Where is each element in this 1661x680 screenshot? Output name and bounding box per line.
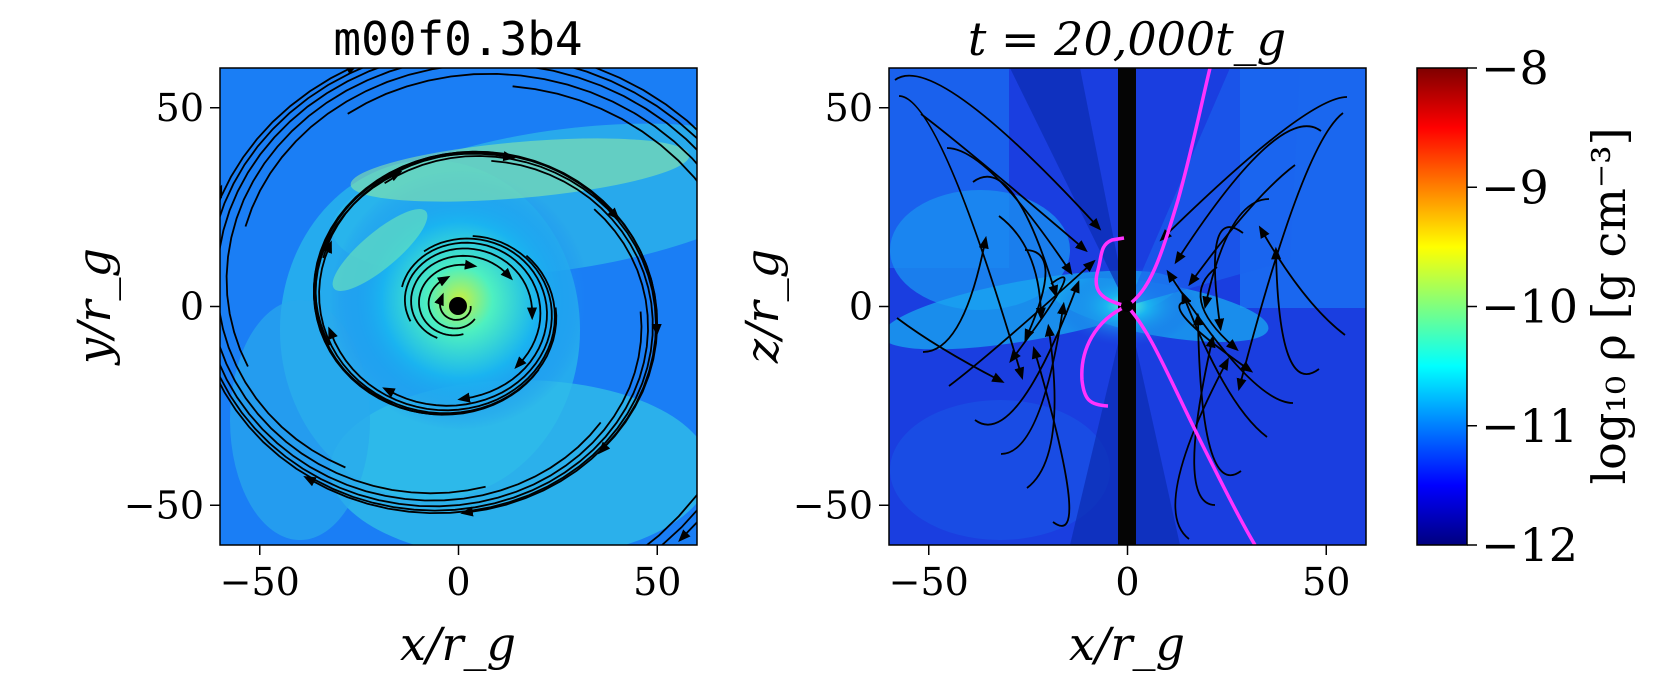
streamline — [418, 259, 478, 337]
streamline — [974, 280, 1080, 426]
panel-title-1: m00f0.3b4 — [333, 12, 582, 66]
streamline — [1024, 249, 1047, 342]
colorbar-tick-label: −12 — [1481, 518, 1578, 572]
colorbar-ticks: −8 −9 −10 −11 −12 — [1467, 41, 1578, 572]
streamline — [347, 72, 697, 545]
streamline — [922, 235, 989, 353]
colorbar-label: log₁₀ ρ [g cm⁻³] — [1582, 127, 1636, 484]
streamline — [427, 275, 476, 330]
panel-title-2: t = 20,000t_g — [968, 12, 1286, 66]
streamline — [318, 240, 558, 415]
y-tick-label: 50 — [825, 86, 873, 130]
panel-2: −50 0 50 −50 0 50 t = 20,000t_g x/r_g z/r_g — [735, 12, 1367, 671]
streamline — [1031, 345, 1071, 527]
streamline — [225, 68, 697, 367]
streamline — [1271, 246, 1320, 375]
streamline — [1188, 164, 1296, 287]
streamline — [382, 235, 553, 407]
black-hole-marker-1 — [449, 297, 467, 315]
y-axis-label-1: y/r_g — [67, 248, 121, 366]
y-tick-label: 50 — [156, 86, 204, 130]
y-tick-label: 0 — [180, 285, 204, 329]
y-tick-label: −50 — [124, 483, 204, 527]
streamline — [512, 85, 697, 545]
streamline — [220, 68, 486, 495]
contour-right-lower — [1125, 304, 1257, 545]
streamline — [220, 68, 602, 502]
streamline — [920, 113, 1088, 253]
streamline — [1026, 323, 1056, 489]
x-tick-label: −50 — [889, 560, 969, 604]
contour-left-lower — [1080, 304, 1128, 408]
colorbar: −8 −9 −10 −11 −12 log₁₀ ρ [g cm⁻³] — [1416, 41, 1636, 572]
streamline — [894, 74, 1102, 231]
density-map-1 — [220, 68, 697, 545]
streamline — [434, 292, 472, 321]
streamline — [322, 152, 659, 455]
colorbar-tick-label: −9 — [1481, 160, 1549, 214]
streamline — [972, 175, 1059, 299]
colorbar-tick-label: −8 — [1481, 41, 1549, 95]
streamline — [220, 68, 697, 469]
streamline — [1193, 334, 1216, 506]
streamline — [423, 237, 548, 403]
streamline — [896, 317, 1005, 383]
streamline — [898, 95, 1025, 381]
streamline — [1202, 198, 1270, 310]
x-tick-label: 50 — [633, 560, 681, 604]
x-tick-label: 0 — [446, 560, 470, 604]
streamline — [403, 247, 538, 322]
streamline — [1199, 266, 1239, 352]
axis-ticks-1: −50 0 50 −50 0 50 — [124, 86, 682, 604]
streamline — [1236, 112, 1344, 392]
colorbar-tick-label: −10 — [1481, 280, 1578, 334]
streamline — [1193, 312, 1242, 477]
streamline — [1214, 226, 1244, 332]
contour-right-upper — [1125, 68, 1212, 308]
streamline — [948, 259, 1096, 387]
x-axis-label-1: x/r_g — [400, 617, 516, 671]
streamline — [384, 155, 657, 517]
streamline — [401, 241, 542, 370]
contour-left-upper — [1094, 236, 1128, 308]
streamline — [244, 68, 697, 542]
streamline — [410, 254, 513, 339]
x-tick-label: 50 — [1302, 560, 1350, 604]
streamline — [1174, 357, 1229, 540]
streamline — [220, 208, 649, 512]
streamline — [1174, 125, 1322, 265]
streamline — [1009, 276, 1066, 364]
density-map-2 — [889, 68, 1366, 545]
y-tick-label: 0 — [849, 285, 873, 329]
streamline — [303, 160, 654, 515]
streamline — [1159, 96, 1348, 242]
x-axis-label-2: x/r_g — [1069, 617, 1185, 671]
panel-1: −50 0 50 −50 0 50 m00f0.3b4 x/r_g y/r_g — [67, 12, 698, 671]
y-tick-label: −50 — [793, 483, 873, 527]
streamline — [220, 184, 643, 508]
colorbar-gradient — [1416, 67, 1468, 546]
streamline — [328, 254, 556, 412]
axis-ticks-2: −50 0 50 −50 0 50 — [793, 86, 1351, 604]
x-tick-label: −50 — [220, 560, 300, 604]
black-hole-marker-2 — [1121, 300, 1133, 312]
x-tick-label: 0 — [1115, 560, 1139, 604]
y-axis-label-2: z/r_g — [735, 249, 789, 364]
colorbar-tick-label: −11 — [1481, 399, 1578, 453]
streamline — [1000, 301, 1068, 455]
